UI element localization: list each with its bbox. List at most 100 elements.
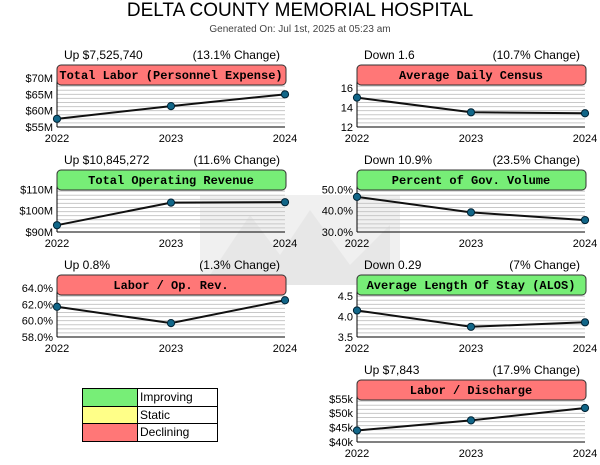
data-point <box>466 108 476 117</box>
summary-right: (23.5% Change) <box>493 153 580 167</box>
x-tick-label: 2022 <box>45 343 69 355</box>
legend-swatch-declining <box>83 424 138 441</box>
chart-title: Labor / Op. Rev. <box>113 279 228 293</box>
y-tick-label: 12 <box>341 122 353 134</box>
legend-label-static: Static <box>140 408 171 422</box>
summary-right: (7% Change) <box>509 258 580 272</box>
y-tick-label: $45k <box>329 423 353 435</box>
panel-average-length-of-stay: Down 0.29 (7% Change) 3.5 4.0 4.5 2022 2023 202… <box>312 258 598 355</box>
x-tick-label: 2024 <box>273 238 297 250</box>
summary-left: Down 0.29 <box>364 258 422 272</box>
x-tick-label: 2022 <box>345 133 369 145</box>
panel-labor-op-rev: Up 0.8% (1.3% Change) 58.0% 60.0% 62.0% 64.0%… <box>12 258 297 355</box>
chart-title-box <box>356 379 587 401</box>
y-tick-label: $55k <box>329 394 353 406</box>
chart-title: Average Length Of Stay (ALOS) <box>367 279 576 293</box>
legend: Improving Static Declining <box>82 388 218 442</box>
x-tick-label: 2023 <box>459 238 483 250</box>
y-tick-label: 14 <box>341 102 353 114</box>
x-tick-label: 2022 <box>345 343 369 355</box>
y-tick-label: 4.5 <box>338 291 353 303</box>
summary-left: Up $7,843 <box>364 363 420 377</box>
chart-title: Average Daily Census <box>399 69 543 83</box>
y-tick-label: 30.0% <box>322 227 353 239</box>
chart-title-box <box>356 64 587 86</box>
chart-svg: Up $7,525,740 (13.1% Change) $55M $60M $65M $… <box>25 48 297 145</box>
x-tick-label: 2024 <box>573 133 597 145</box>
chart-svg: Up 0.8% (1.3% Change) 58.0% 60.0% 62.0% 64.0%… <box>22 258 297 355</box>
chart-svg: Down 10.9% (23.5% Change) 30.0% 40.0% 50.0% 2… <box>322 153 597 250</box>
y-tick-label: 50.0% <box>322 184 353 196</box>
y-tick-label: $60M <box>25 106 53 118</box>
summary-left: Down 1.6 <box>364 48 415 62</box>
x-tick-label: 2023 <box>459 133 483 145</box>
data-point <box>466 208 476 217</box>
chart-svg: Up $10,845,272 (11.6% Change) $90M $100M $11… <box>19 153 297 250</box>
data-point <box>352 192 362 201</box>
data-point <box>352 306 362 315</box>
y-tick-label: $90M <box>25 227 53 239</box>
x-tick-label: 2022 <box>45 133 69 145</box>
summary-left: Down 10.9% <box>364 153 432 167</box>
legend-declining: Declining <box>83 423 217 441</box>
summary-right: (11.6% Change) <box>194 153 281 167</box>
x-tick-label: 2023 <box>459 343 483 355</box>
watermark-logo <box>200 195 400 285</box>
y-tick-label: 4.0 <box>338 312 353 324</box>
legend-label-declining: Declining <box>140 425 190 439</box>
data-point <box>580 215 590 225</box>
y-tick-label: $40k <box>329 437 353 449</box>
y-tick-label: $100M <box>19 206 53 218</box>
legend-static: Static <box>83 406 217 424</box>
data-point <box>580 318 590 327</box>
legend-swatch-improving <box>83 389 138 406</box>
y-tick-label: 62.0% <box>22 299 53 311</box>
chart-title: Total Operating Revenue <box>88 174 254 188</box>
data-point <box>166 319 176 328</box>
panel-labor-per-discharge: Up $7,843 (17.9% Change) $40k $45k $50k $55k 2… <box>312 363 597 460</box>
page-title: DELTA COUNTY MEMORIAL HOSPITAL <box>126 0 474 21</box>
x-tick-label: 2024 <box>573 343 597 355</box>
data-point <box>352 426 362 435</box>
y-tick-label: 16 <box>341 83 353 95</box>
chart-title-box <box>56 169 287 191</box>
y-tick-label: 40.0% <box>322 206 353 218</box>
chart-svg: Up $7,843 (17.9% Change) $40k $45k $50k $55k 2… <box>329 363 597 460</box>
y-tick-label: 3.5 <box>338 332 353 344</box>
x-tick-label: 2023 <box>159 133 183 145</box>
generated-timestamp: Generated On: Jul 1st, 2025 at 05:23 am <box>209 24 391 35</box>
data-point <box>580 109 590 118</box>
panel-percent-gov-volume: Down 10.9% (23.5% Change) 30.0% 40.0% 50.0% 2… <box>312 153 597 250</box>
legend-swatch-static <box>83 407 138 424</box>
x-tick-label: 2023 <box>459 448 483 460</box>
legend-improving: Improving <box>83 389 217 406</box>
data-point <box>52 221 62 230</box>
chart-svg: Down 1.6 (10.7% Change) 12 14 16 2022 2023 2024… <box>341 48 597 145</box>
chart-title-box <box>56 64 287 86</box>
data-point <box>352 93 362 102</box>
data-point <box>280 198 290 207</box>
chart-svg: Down 0.29 (7% Change) 3.5 4.0 4.5 2022 2023 202… <box>338 258 598 355</box>
chart-title-box <box>356 169 587 191</box>
legend-label-improving: Improving <box>140 390 193 404</box>
data-point <box>580 403 590 413</box>
x-tick-label: 2024 <box>573 448 597 460</box>
data-point <box>52 302 62 311</box>
panel-total-operating-revenue: Up $10,845,272 (11.6% Change) $90M $100M $11… <box>12 153 297 250</box>
x-tick-label: 2023 <box>159 238 183 250</box>
y-tick-label: 58.0% <box>22 332 53 344</box>
x-tick-label: 2024 <box>273 133 297 145</box>
y-tick-label: $55M <box>25 122 53 134</box>
x-tick-label: 2022 <box>45 238 69 250</box>
data-point <box>280 90 290 99</box>
x-tick-label: 2022 <box>345 238 369 250</box>
summary-left: Up $10,845,272 <box>64 153 150 167</box>
x-tick-label: 2024 <box>273 343 297 355</box>
panel-total-labor: Up $7,525,740 (13.1% Change) $55M $60M $65M $… <box>12 48 297 145</box>
y-tick-label: $110M <box>20 184 53 196</box>
y-tick-label: $65M <box>25 89 53 101</box>
summary-right: (13.1% Change) <box>193 48 280 62</box>
y-tick-label: 60.0% <box>22 316 53 328</box>
chart-title-box <box>56 274 287 296</box>
data-point <box>52 114 62 123</box>
